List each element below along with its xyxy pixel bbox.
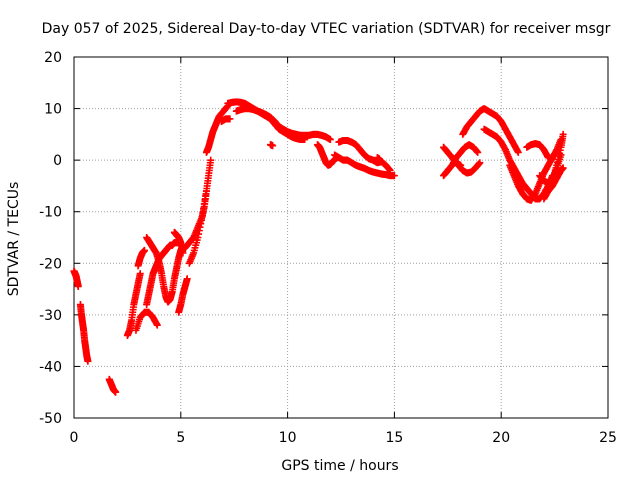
data-point [390, 172, 398, 180]
y-tick-label: -10 [39, 205, 62, 221]
series-arc-1 [70, 267, 82, 290]
series-arc-23 [440, 141, 482, 180]
y-tick-label: 20 [44, 50, 62, 66]
series-arc-27 [506, 136, 565, 204]
series-arc-5 [134, 246, 148, 270]
data-point [326, 136, 334, 144]
x-tick-label: 5 [176, 430, 185, 446]
data-point [74, 282, 82, 290]
x-tick-label: 20 [492, 430, 510, 446]
series-group [70, 98, 567, 396]
data-point [269, 142, 277, 150]
data-point [386, 166, 394, 174]
x-axis-label: GPS time / hours [281, 458, 398, 474]
series-arc-12 [185, 187, 210, 267]
y-axis-label: SDTVAR / TECUs [6, 182, 22, 297]
data-point [375, 155, 383, 163]
series-arc-3 [105, 375, 120, 396]
data-point [514, 148, 522, 156]
x-tick-label: 0 [70, 430, 79, 446]
y-tick-label: -30 [39, 308, 62, 324]
data-point [202, 187, 210, 195]
x-tick-label: 25 [599, 430, 617, 446]
y-tick-label: -40 [39, 359, 62, 375]
data-point [559, 164, 567, 172]
x-tick-label: 15 [385, 430, 403, 446]
y-tick-label: -20 [39, 256, 62, 272]
plot-border [73, 56, 609, 419]
y-tick-label: 0 [53, 153, 62, 169]
data-point [476, 159, 484, 167]
series-arc-21 [373, 154, 383, 163]
axes [73, 56, 609, 419]
series-arc-18 [314, 141, 339, 169]
series-arc-19 [331, 151, 398, 180]
data-point [544, 154, 552, 162]
grid [74, 57, 608, 418]
series-arc-6 [132, 308, 161, 334]
y-tick-label: -50 [39, 411, 62, 427]
data-point [207, 156, 215, 164]
series-arc-10 [175, 275, 191, 316]
chart-title: Day 057 of 2025, Sidereal Day-to-day VTE… [42, 21, 611, 37]
x-tick-label: 10 [279, 430, 297, 446]
ticks: 0 5 10 15 20 25 -50 -40 -30 -20 -10 0 10 20 [39, 50, 617, 446]
data-point [84, 357, 92, 365]
data-point [140, 246, 148, 254]
series-arc-17 [267, 141, 277, 150]
series-arc-30 [540, 130, 567, 203]
data-point [474, 148, 482, 156]
series-arc-2 [76, 301, 92, 365]
series-arc-31 [544, 164, 567, 195]
data-point [153, 321, 161, 329]
data-point [112, 388, 120, 396]
data-point [183, 275, 191, 283]
series-arc-14 [217, 115, 234, 125]
y-tick-label: 10 [44, 102, 62, 118]
series-arc-4 [123, 270, 144, 339]
series-arc-13 [202, 102, 232, 156]
data-point [226, 115, 234, 123]
series-arc-25 [459, 105, 522, 156]
series-arc-24 [450, 156, 484, 177]
data-point [136, 270, 144, 278]
data-point [559, 130, 567, 138]
series-arc-28 [523, 140, 552, 162]
series-arc-16 [232, 105, 334, 144]
